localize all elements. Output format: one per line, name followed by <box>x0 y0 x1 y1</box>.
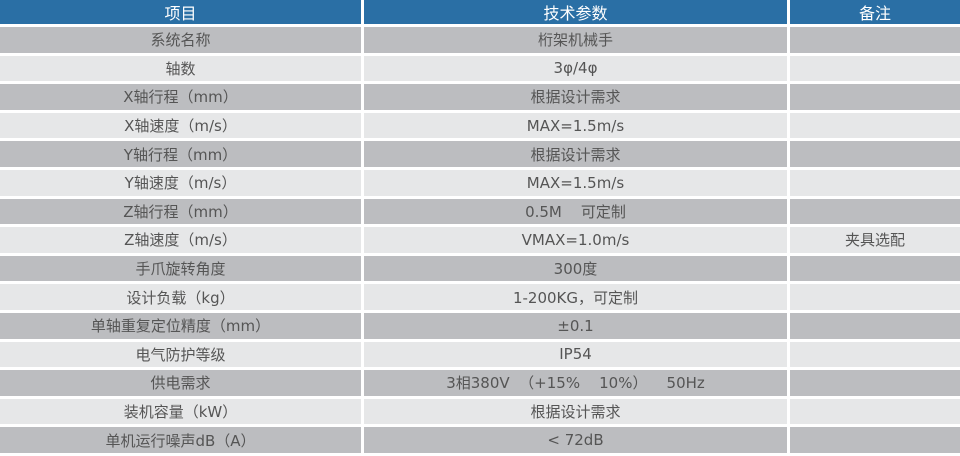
table-row: Y轴行程（mm） 根据设计需求 <box>0 141 960 167</box>
cell-spec: < 72dB <box>364 427 787 453</box>
table-row: 装机容量（kW） 根据设计需求 <box>0 398 960 425</box>
cell-note <box>790 55 960 82</box>
table-header: 项目 技术参数 备注 <box>0 0 960 24</box>
cell-note <box>790 341 960 368</box>
cell-item: 电气防护等级 <box>0 341 361 368</box>
cell-item: Y轴速度（m/s） <box>0 169 361 196</box>
cell-item: 装机容量（kW） <box>0 398 361 425</box>
header-note: 备注 <box>790 0 960 24</box>
header-spec: 技术参数 <box>364 0 787 24</box>
cell-item: 单机运行噪声dB（A） <box>0 427 361 453</box>
cell-spec: 300度 <box>364 255 787 282</box>
cell-spec: 根据设计需求 <box>364 141 787 167</box>
cell-spec: 1-200KG，可定制 <box>364 284 787 310</box>
cell-spec: 桁架机械手 <box>364 27 787 53</box>
cell-spec: 根据设计需求 <box>364 398 787 425</box>
table-row: X轴行程（mm） 根据设计需求 <box>0 84 960 110</box>
cell-spec: 0.5M 可定制 <box>364 198 787 225</box>
cell-item: X轴行程（mm） <box>0 84 361 110</box>
table-row: X轴速度（m/s） MAX=1.5m/s <box>0 112 960 139</box>
table-row: 供电需求 3相380V （+15% 10%） 50Hz <box>0 370 960 396</box>
table-row: 手爪旋转角度 300度 <box>0 255 960 282</box>
cell-item: 手爪旋转角度 <box>0 255 361 282</box>
table-row: Z轴速度（m/s） VMAX=1.0m/s 夹具选配 <box>0 227 960 253</box>
cell-note <box>790 141 960 167</box>
table-row: Y轴速度（m/s） MAX=1.5m/s <box>0 169 960 196</box>
table-row: 轴数 3φ/4φ <box>0 55 960 82</box>
cell-item: 供电需求 <box>0 370 361 396</box>
table-row: Z轴行程（mm） 0.5M 可定制 <box>0 198 960 225</box>
table-row: 电气防护等级 IP54 <box>0 341 960 368</box>
table-row: 单机运行噪声dB（A） < 72dB <box>0 427 960 453</box>
cell-note <box>790 84 960 110</box>
cell-spec: ±0.1 <box>364 312 787 339</box>
cell-note <box>790 255 960 282</box>
cell-note <box>790 112 960 139</box>
cell-item: Z轴行程（mm） <box>0 198 361 225</box>
cell-item: 单轴重复定位精度（mm） <box>0 312 361 339</box>
cell-spec: VMAX=1.0m/s <box>364 227 787 253</box>
table-row: 系统名称 桁架机械手 <box>0 27 960 53</box>
table-row: 设计负载（kg） 1-200KG，可定制 <box>0 284 960 310</box>
cell-spec: MAX=1.5m/s <box>364 169 787 196</box>
cell-item: Z轴速度（m/s） <box>0 227 361 253</box>
cell-item: 设计负载（kg） <box>0 284 361 310</box>
cell-item: 轴数 <box>0 55 361 82</box>
cell-note <box>790 284 960 310</box>
cell-note <box>790 27 960 53</box>
cell-note <box>790 312 960 339</box>
cell-note <box>790 398 960 425</box>
cell-spec: IP54 <box>364 341 787 368</box>
cell-note <box>790 370 960 396</box>
cell-note: 夹具选配 <box>790 227 960 253</box>
cell-spec: 根据设计需求 <box>364 84 787 110</box>
cell-spec: MAX=1.5m/s <box>364 112 787 139</box>
cell-item: 系统名称 <box>0 27 361 53</box>
cell-note <box>790 427 960 453</box>
cell-spec: 3相380V （+15% 10%） 50Hz <box>364 370 787 396</box>
header-item: 项目 <box>0 0 361 24</box>
cell-item: X轴速度（m/s） <box>0 112 361 139</box>
cell-item: Y轴行程（mm） <box>0 141 361 167</box>
cell-note <box>790 169 960 196</box>
table-row: 单轴重复定位精度（mm） ±0.1 <box>0 312 960 339</box>
cell-spec: 3φ/4φ <box>364 55 787 82</box>
cell-note <box>790 198 960 225</box>
